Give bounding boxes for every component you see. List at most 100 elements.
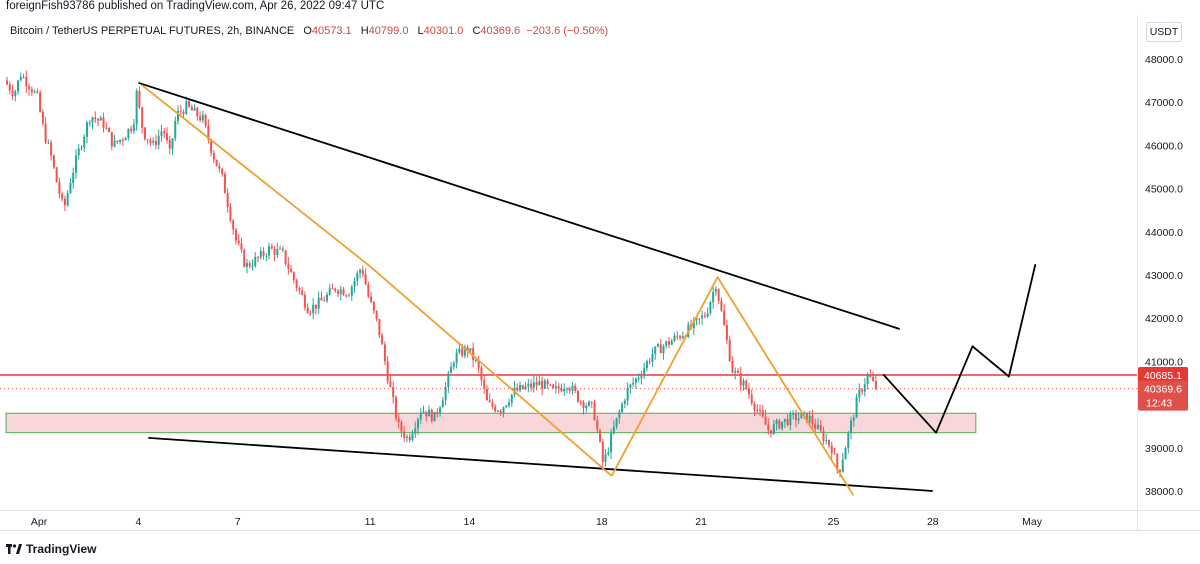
candle-body (331, 288, 334, 290)
candle-body (623, 400, 626, 404)
candle-body (626, 387, 629, 401)
orange-wave-1 (141, 84, 613, 477)
candle-body (439, 407, 442, 414)
candle-body (152, 140, 155, 143)
candle-body (361, 269, 364, 275)
candle-body (143, 127, 146, 140)
candle-body (94, 117, 97, 119)
candle-body (105, 127, 108, 129)
candle-body (345, 295, 348, 297)
candle-body (210, 139, 213, 153)
candle-body (240, 243, 243, 250)
candle-body (485, 388, 488, 401)
candle-body (132, 124, 135, 132)
candle-body (747, 388, 750, 395)
candle-body (430, 409, 433, 422)
currency-button[interactable]: USDT (1146, 22, 1182, 42)
candle-body (610, 433, 613, 453)
y-tick-label: 46000.0 (1145, 140, 1183, 152)
candle-body (171, 138, 174, 149)
candle-body (243, 249, 246, 267)
candle-body (557, 386, 560, 389)
candle-body (320, 297, 323, 301)
candle-body (41, 111, 44, 124)
candle-body (554, 386, 557, 388)
candle-body (651, 353, 654, 362)
candle-body (334, 288, 337, 291)
candle-body (63, 198, 66, 206)
candle-body (97, 118, 100, 121)
candle-body (560, 388, 563, 392)
candle-body (397, 418, 400, 423)
candle-body (234, 229, 237, 241)
x-tick-label: 4 (135, 516, 141, 528)
candle-body (8, 84, 11, 91)
candle-body (725, 325, 728, 340)
candle-body (816, 425, 819, 429)
close-value: 40369.6 (480, 25, 521, 37)
candle-body (441, 400, 444, 408)
candle-body (739, 372, 742, 386)
candle-body (830, 445, 833, 454)
candle-body (734, 370, 737, 373)
lower-trendline (148, 437, 933, 492)
candle-body (681, 336, 684, 339)
candle-body (874, 381, 877, 389)
candle-body (201, 114, 204, 121)
candle-body (85, 122, 88, 137)
candle-body (17, 80, 20, 92)
candle-body (268, 246, 271, 256)
candle-body (648, 361, 651, 363)
candle-body (483, 380, 486, 389)
candle-body (596, 420, 599, 430)
candle-body (52, 155, 55, 168)
candle-body (425, 411, 428, 417)
candle-body (712, 291, 715, 303)
candle-body (207, 125, 210, 140)
upper-descending-trendline (138, 81, 900, 330)
candle-body (419, 413, 422, 420)
candle-body (745, 380, 748, 389)
candle-body (50, 142, 53, 156)
candle-body (199, 116, 202, 121)
candle-body (858, 389, 861, 398)
candle-body (822, 430, 825, 441)
candle-body (77, 148, 80, 156)
candle-body (124, 137, 127, 141)
candle-body (601, 441, 604, 462)
x-tick-label: 14 (464, 516, 476, 528)
candle-body (389, 381, 392, 387)
candle-body (662, 346, 665, 354)
candle-body (772, 424, 775, 434)
candle-body (872, 376, 875, 382)
candle-body (262, 251, 265, 256)
candle-body (450, 366, 453, 374)
candle-body (44, 123, 47, 143)
candle-body (640, 376, 643, 379)
candle-body (317, 297, 320, 309)
candle-body (538, 381, 541, 386)
candle-body (185, 101, 188, 114)
orange-wave-2 (610, 276, 855, 496)
candle-body (110, 132, 113, 147)
candle-body (861, 389, 864, 392)
candle-body (196, 107, 199, 117)
high-label: H (360, 25, 369, 37)
candle-body (604, 454, 607, 462)
candle-body (706, 313, 709, 317)
candle-body (237, 240, 240, 244)
candle-body (328, 288, 331, 295)
candle-body (392, 386, 395, 398)
candle-body (698, 318, 701, 320)
candle-body (359, 269, 362, 274)
candle-body (69, 182, 72, 194)
candle-body (292, 272, 295, 281)
y-tick-label: 47000.0 (1145, 97, 1183, 109)
candle-body (149, 140, 152, 143)
candle-body (36, 91, 39, 93)
tradingview-logo: TradingView (6, 542, 96, 557)
candle-body (212, 152, 215, 160)
candle-body (521, 385, 524, 389)
candle-body (731, 360, 734, 373)
